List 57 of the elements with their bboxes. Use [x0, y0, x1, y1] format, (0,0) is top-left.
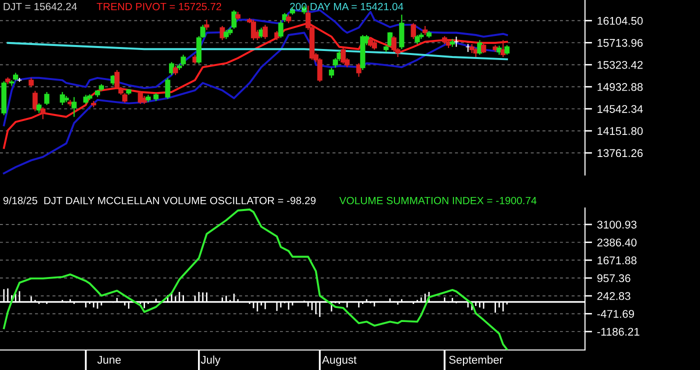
candlestick: [481, 42, 486, 54]
y-tick-label: 14151.80: [598, 127, 643, 135]
candlestick: [356, 62, 362, 78]
y-tick-label: -471.69: [597, 310, 634, 318]
candlestick: [469, 43, 474, 54]
candlestick: [340, 47, 346, 64]
y-tick-label: 15323.42: [598, 60, 643, 69]
candlestick: [40, 106, 46, 120]
candlestick: [83, 94, 88, 104]
candlestick: [220, 25, 225, 41]
candlestick: [180, 54, 186, 67]
candlestick: [328, 67, 334, 78]
y-tick-label: 242.83: [597, 292, 630, 300]
x-tick-label: September: [449, 356, 503, 366]
candlestick: [165, 77, 170, 100]
candlestick: [278, 20, 284, 38]
candlestick: [262, 24, 268, 40]
candlestick: [9, 80, 14, 86]
candlestick: [504, 44, 510, 56]
x-tick-label: June: [97, 356, 121, 364]
candlestick: [32, 90, 38, 112]
line-series: [2, 9, 508, 126]
y-tick-label: 957.36: [597, 274, 630, 282]
line-series: [2, 208, 508, 350]
y-tick-label: -1186.21: [597, 328, 640, 336]
candlestick: [204, 19, 210, 30]
candlestick: [224, 29, 229, 40]
y-tick-label: 14542.34: [598, 105, 643, 113]
candlestick: [172, 65, 178, 76]
y-tick-label: 13761.26: [598, 149, 643, 158]
candlestick: [44, 91, 50, 106]
candlestick: [231, 10, 237, 30]
candlestick: [372, 40, 377, 50]
y-tick-label: 3100.93: [597, 220, 636, 229]
candlestick: [36, 102, 42, 114]
y-tick-label: 2386.40: [597, 238, 637, 246]
candlestick: [72, 96, 77, 118]
candlestick: [250, 19, 256, 41]
x-tick-label: August: [322, 356, 357, 366]
text: 200 DAY MA = 15421.04: [290, 2, 404, 10]
chart-title: DJT = 15642.24: [4, 2, 77, 10]
x-tick-label: July: [200, 356, 220, 366]
y-tick-label: 14932.88: [598, 83, 643, 91]
candlestick: [422, 25, 428, 36]
y-tick-label: 15713.96: [598, 38, 643, 47]
text: TREND PIVOT = 15725.72: [96, 2, 222, 10]
candlestick: [414, 34, 420, 45]
candlestick: [28, 77, 34, 88]
y-tick-label: 16104.50: [598, 16, 643, 25]
text: VOLUME SUMMATION INDEX = -1900.74: [339, 196, 536, 204]
candlestick: [368, 37, 374, 48]
candlestick: [496, 45, 502, 56]
line-series: [6, 42, 508, 60]
chart-title: 9/18/25 DJT DAILY MCCLELLAN VOLUME OSCILLATOR = -98.29: [3, 196, 316, 204]
candlestick: [410, 22, 416, 40]
y-tick-label: 1671.88: [598, 256, 636, 264]
candlestick: [399, 14, 404, 50]
